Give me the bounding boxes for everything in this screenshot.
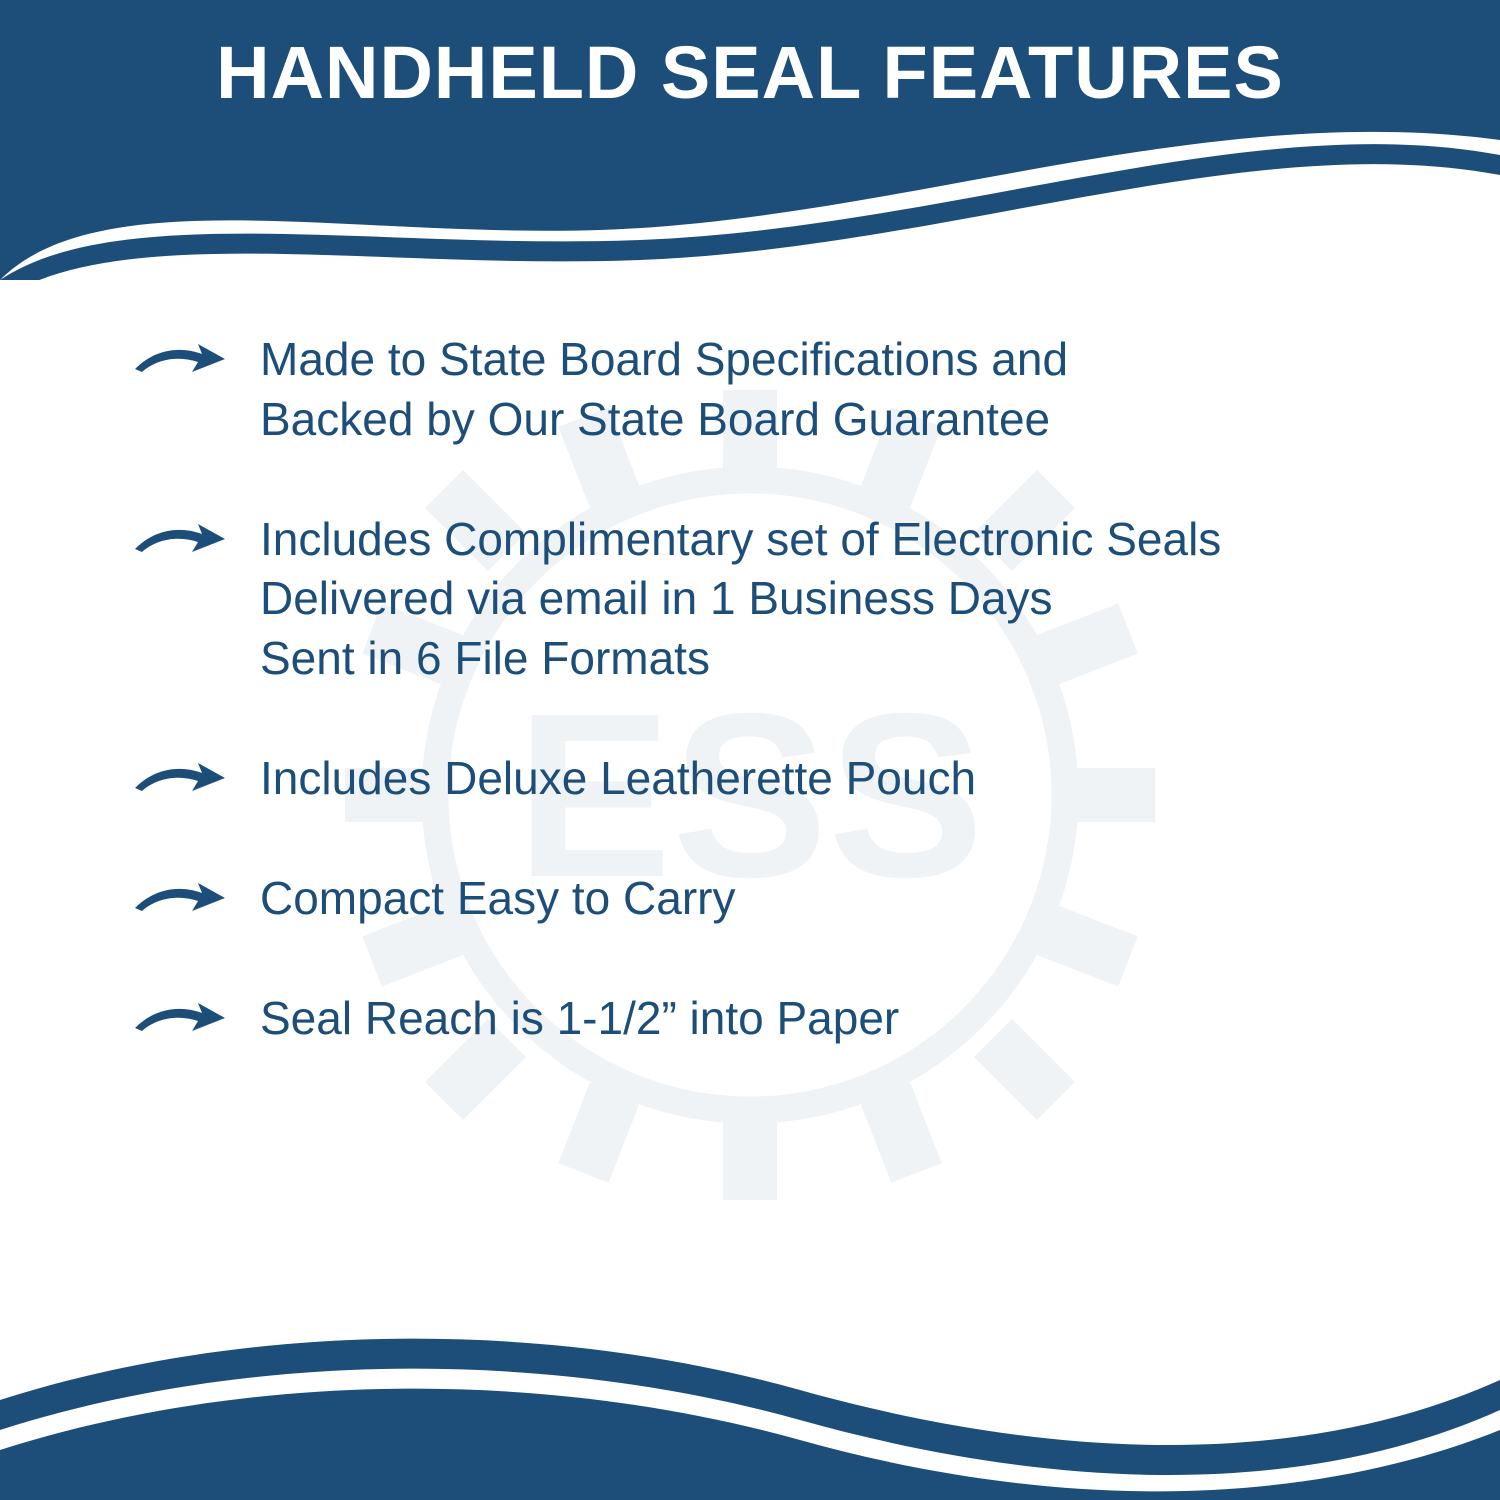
feature-row: Includes Deluxe Leatherette Pouch: [130, 749, 1420, 809]
feature-text: Made to State Board Specifications andBa…: [260, 330, 1068, 450]
features-list: Made to State Board Specifications andBa…: [130, 330, 1420, 1108]
footer-wave: [0, 1280, 1500, 1500]
feature-text: Includes Deluxe Leatherette Pouch: [260, 749, 976, 809]
feature-line: Seal Reach is 1-1/2” into Paper: [260, 989, 899, 1049]
feature-line: Includes Deluxe Leatherette Pouch: [260, 749, 976, 809]
arrow-icon: [130, 873, 230, 923]
arrow-icon: [130, 514, 230, 564]
page-title: HANDHELD SEAL FEATURES: [0, 30, 1500, 115]
feature-line: Compact Easy to Carry: [260, 869, 735, 929]
arrow-icon: [130, 514, 230, 564]
feature-line: Backed by Our State Board Guarantee: [260, 390, 1068, 450]
feature-text: Includes Complimentary set of Electronic…: [260, 510, 1221, 689]
arrow-icon: [130, 993, 230, 1043]
arrow-icon: [130, 334, 230, 384]
feature-text: Compact Easy to Carry: [260, 869, 735, 929]
arrow-icon: [130, 873, 230, 923]
header-band: HANDHELD SEAL FEATURES: [0, 0, 1500, 280]
feature-line: Made to State Board Specifications and: [260, 330, 1068, 390]
feature-row: Seal Reach is 1-1/2” into Paper: [130, 989, 1420, 1049]
arrow-icon: [130, 753, 230, 803]
feature-line: Sent in 6 File Formats: [260, 629, 1221, 689]
feature-row: Includes Complimentary set of Electronic…: [130, 510, 1420, 689]
feature-row: Compact Easy to Carry: [130, 869, 1420, 929]
arrow-icon: [130, 334, 230, 384]
feature-line: Delivered via email in 1 Business Days: [260, 569, 1221, 629]
arrow-icon: [130, 993, 230, 1043]
feature-text: Seal Reach is 1-1/2” into Paper: [260, 989, 899, 1049]
feature-line: Includes Complimentary set of Electronic…: [260, 510, 1221, 570]
feature-row: Made to State Board Specifications andBa…: [130, 330, 1420, 450]
arrow-icon: [130, 753, 230, 803]
